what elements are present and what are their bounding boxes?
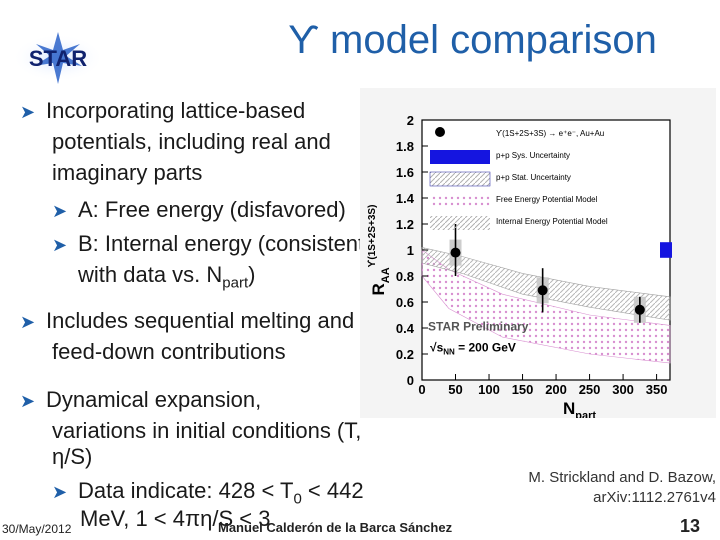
legend-swatch-free bbox=[430, 194, 490, 208]
bullet-arrow-icon: ➤ bbox=[20, 312, 36, 332]
footer-date: 30/May/2012 bbox=[2, 522, 72, 536]
sub-bullet-b-line-2: with data vs. Npart) bbox=[78, 262, 256, 292]
legend-entry: ϒ(1S+2S+3S) → e⁺e⁻, Au+Au bbox=[496, 129, 604, 138]
x-tick-label: 300 bbox=[612, 382, 634, 397]
y-tick-label: 1.6 bbox=[396, 165, 414, 180]
y-tick-label: 1.4 bbox=[396, 191, 415, 206]
energy-label: √sNN = 200 GeV bbox=[430, 340, 516, 356]
bullet-1: ➤ Incorporating lattice-based bbox=[20, 96, 305, 127]
sub-bullet-a: ➤ A: Free energy (disfavored) bbox=[52, 195, 346, 226]
logo-text: STAR bbox=[29, 46, 87, 71]
legend-entry: Internal Energy Potential Model bbox=[496, 217, 608, 226]
legend-swatch-stat bbox=[429, 171, 491, 187]
y-tick-label: 0.2 bbox=[396, 347, 414, 362]
raa-chart: 0 0.2 0.4 0.6 0.8 1 1.2 1.4 1.6 1.8 2 0 50 100 150 200 2… bbox=[360, 88, 716, 418]
y-tick-label: 0 bbox=[407, 373, 414, 388]
y-tick-label: 1 bbox=[407, 243, 414, 258]
legend-entry: p+p Stat. Uncertainty bbox=[496, 173, 571, 182]
bullet-3-line-3: η/S) bbox=[52, 444, 93, 469]
sub-bullet-b: ➤ B: Internal energy (consistent bbox=[52, 229, 364, 260]
footer-author: Manuel Calderón de la Barca Sánchez bbox=[218, 520, 453, 535]
legend-marker-data bbox=[435, 127, 445, 137]
star-preliminary-label: STAR Preliminary bbox=[428, 320, 529, 334]
y-tick-label: 1.2 bbox=[396, 217, 414, 232]
sub-bullet-data: ➤ Data indicate: 428 < T0 < 442 bbox=[52, 478, 364, 508]
x-tick-label: 150 bbox=[512, 382, 534, 397]
page-number: 13 bbox=[680, 516, 701, 536]
x-tick-label: 100 bbox=[478, 382, 500, 397]
bullet-arrow-icon: ➤ bbox=[20, 391, 36, 411]
star-shape-icon bbox=[34, 32, 82, 84]
bullet-1-line-3: imaginary parts bbox=[52, 160, 203, 185]
data-point bbox=[634, 304, 645, 315]
x-tick-label: 200 bbox=[545, 382, 567, 397]
page-title: ϒ model comparison bbox=[288, 18, 657, 62]
legend-swatch-internal bbox=[430, 216, 490, 230]
y-tick-label: 2 bbox=[407, 113, 414, 128]
y-tick-label: 0.6 bbox=[396, 295, 414, 310]
y-tick-label: 1.8 bbox=[396, 139, 414, 154]
x-tick-label: 350 bbox=[646, 382, 668, 397]
citation-arxiv: arXiv:1112.2761v4 bbox=[593, 489, 716, 506]
citation: M. Strickland and D. Bazow, arXiv:1112.2… bbox=[480, 468, 716, 508]
bullet-3-line-2: variations in initial conditions (T, bbox=[52, 418, 362, 443]
star-logo: STAR bbox=[8, 30, 108, 91]
bullet-1-line-2: potentials, including real and bbox=[52, 129, 331, 154]
x-tick-label: 50 bbox=[448, 382, 462, 397]
x-tick-label: 0 bbox=[418, 382, 425, 397]
y-tick-label: 0.4 bbox=[396, 321, 415, 336]
y-tick-label: 0.8 bbox=[396, 269, 414, 284]
x-tick-label: 250 bbox=[579, 382, 601, 397]
bullet-arrow-icon: ➤ bbox=[52, 201, 68, 221]
bullet-2: ➤ Includes sequential melting and bbox=[20, 306, 354, 337]
citation-authors: M. Strickland and D. Bazow, bbox=[528, 469, 716, 486]
free-energy-band bbox=[421, 249, 671, 364]
bullet-arrow-icon: ➤ bbox=[52, 235, 68, 255]
pp-sys-uncertainty-box bbox=[660, 242, 672, 258]
data-point bbox=[537, 285, 548, 296]
legend-swatch-sys bbox=[430, 150, 490, 164]
bullet-3: ➤ Dynamical expansion, bbox=[20, 385, 261, 416]
sub-bullet-data-line-2: MeV, 1 < 4πη/S < 3 bbox=[80, 506, 271, 531]
bullet-arrow-icon: ➤ bbox=[52, 482, 68, 502]
data-point bbox=[450, 247, 461, 258]
legend-entry: Free Energy Potential Model bbox=[496, 195, 598, 204]
legend-entry: p+p Sys. Uncertainty bbox=[496, 151, 570, 160]
bullet-2-line-2: feed-down contributions bbox=[52, 339, 286, 364]
bullet-arrow-icon: ➤ bbox=[20, 102, 36, 122]
